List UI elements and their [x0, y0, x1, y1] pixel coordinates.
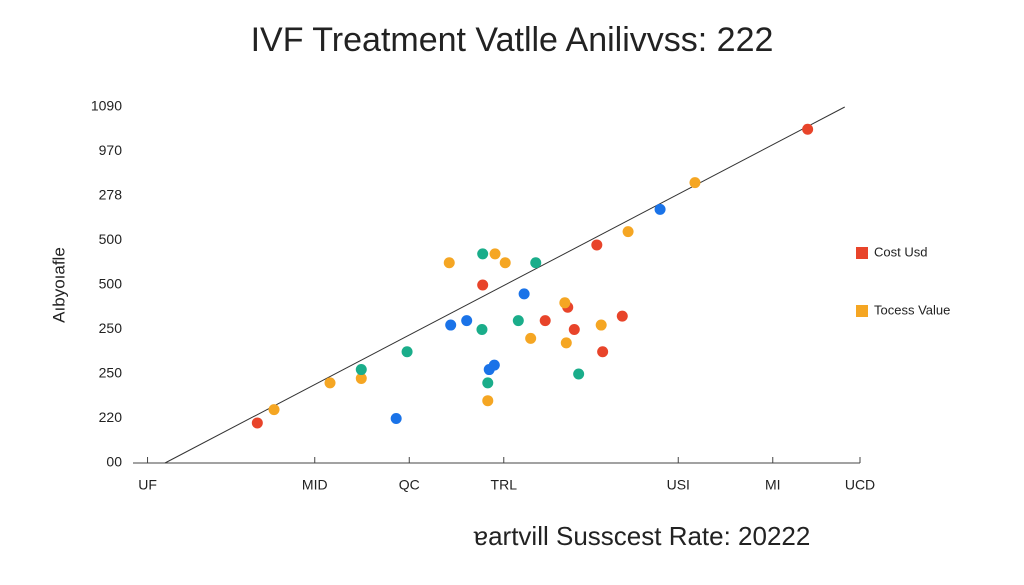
data-point	[591, 239, 603, 251]
x-tick-label: QC	[399, 477, 420, 493]
data-point	[499, 257, 511, 269]
x-tick-label: TRL	[491, 477, 518, 493]
data-point	[477, 248, 489, 260]
data-point	[482, 395, 494, 407]
x-tick-label: UCD	[845, 477, 875, 493]
y-axis-label: Aıbyoıafle	[49, 247, 68, 323]
chart-title: IVF Treatment Vatlle Anilivvss: 222	[251, 21, 774, 59]
data-point	[355, 372, 367, 384]
y-tick-label: 500	[99, 231, 123, 247]
x-tick-label: MID	[302, 477, 328, 493]
y-tick-label: 1090	[91, 98, 122, 114]
data-point	[482, 377, 494, 389]
data-point	[477, 279, 489, 291]
y-tick-label: 220	[99, 409, 123, 425]
data-point	[525, 332, 537, 344]
y-tick-label: 250	[99, 320, 123, 336]
data-point	[530, 257, 542, 269]
data-point	[518, 288, 530, 300]
data-point	[573, 368, 585, 380]
data-point	[251, 417, 263, 429]
data-point	[802, 123, 814, 135]
data-point	[595, 319, 607, 331]
x-tick-label: UF	[138, 477, 157, 493]
data-point	[512, 315, 524, 327]
data-point	[597, 346, 609, 358]
data-point	[445, 319, 457, 331]
data-point	[489, 248, 501, 260]
data-point	[488, 359, 500, 371]
data-point	[324, 377, 336, 389]
data-point	[390, 413, 402, 424]
x-tick-label: MI	[765, 477, 781, 493]
data-point	[559, 297, 571, 309]
y-tick-label: 00	[106, 454, 122, 470]
data-point	[616, 310, 628, 322]
y-tick-label: 500	[99, 276, 123, 292]
data-point	[268, 404, 280, 416]
data-point	[461, 315, 473, 327]
x-tick-label: USI	[667, 477, 690, 493]
y-tick-label: 970	[99, 142, 123, 158]
data-point	[689, 177, 701, 189]
data-point	[355, 364, 367, 376]
data-point	[476, 324, 488, 335]
data-point	[443, 257, 455, 269]
data-point	[568, 324, 580, 335]
x-axis-label: ɐartvill Susscest Rate: 20222	[474, 521, 811, 551]
y-tick-label: 278	[99, 187, 123, 203]
data-point	[539, 315, 551, 327]
data-point	[654, 203, 666, 215]
data-point	[401, 346, 413, 358]
y-tick-label: 250	[99, 365, 123, 381]
data-point	[560, 337, 572, 349]
trend-line	[164, 106, 845, 464]
legend-label: Tocess Value	[874, 302, 950, 317]
data-point	[622, 226, 634, 238]
legend-swatch	[856, 305, 868, 317]
legend-label: Cost Usd	[874, 244, 927, 259]
legend-swatch	[856, 247, 868, 259]
